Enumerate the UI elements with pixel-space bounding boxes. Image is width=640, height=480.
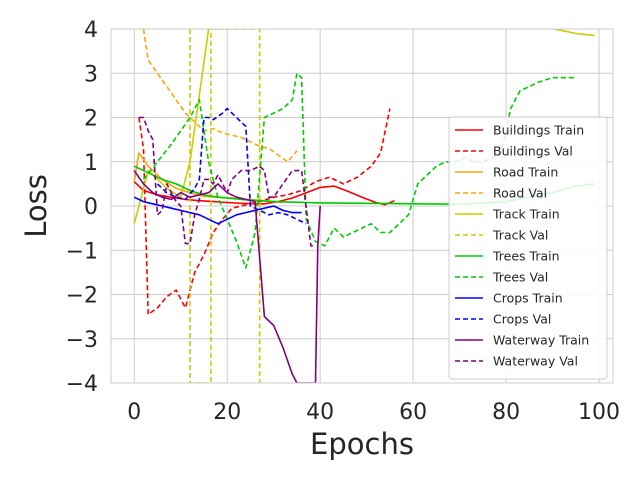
x-tick-label: 0	[127, 400, 141, 425]
legend-box	[448, 116, 608, 380]
y-tick-label: 3	[84, 62, 98, 87]
road-val-line	[142, 29, 298, 163]
track-val-line	[189, 29, 261, 383]
legend-label: Trees Train	[492, 249, 560, 264]
x-tick-label: 60	[399, 400, 427, 425]
legend: Buildings Train Buildings Val Road Train Ro…	[448, 116, 608, 380]
waterway-train-line	[133, 170, 321, 383]
legend-label: Waterway Val	[493, 354, 578, 369]
y-tick-label: −4	[66, 372, 98, 397]
buildings-train-line	[133, 181, 395, 206]
legend-label: Track Train	[492, 207, 560, 222]
legend-label: Waterway Train	[493, 333, 589, 348]
plot-frame	[110, 28, 614, 384]
x-tick-label: 40	[306, 400, 334, 425]
x-tick-label: 20	[213, 400, 241, 425]
y-tick-label: 2	[84, 107, 98, 132]
legend-label: Road Val	[493, 186, 547, 201]
y-tick-label: 0	[84, 195, 98, 220]
legend-label: Buildings Train	[493, 123, 584, 138]
legend-label: Crops Val	[493, 312, 551, 327]
y-tick-label: 4	[84, 18, 98, 43]
buildings-val-line	[138, 108, 391, 316]
y-tick-label: −3	[66, 328, 98, 353]
waterway-val-line	[138, 116, 316, 247]
y-axis-ticks: −4 −3 −2 −1 0 1 2 3 4	[66, 18, 98, 397]
y-tick-label: −2	[66, 284, 98, 309]
x-axis-ticks: 0 20 40 60 80 100	[127, 400, 620, 425]
y-axis-label: Loss	[19, 174, 53, 238]
legend-label: Trees Val	[492, 270, 548, 285]
x-tick-label: 100	[578, 400, 620, 425]
y-tick-label: −1	[66, 239, 98, 264]
legend-label: Crops Train	[493, 291, 563, 306]
x-tick-label: 80	[492, 400, 520, 425]
y-tick-label: 1	[84, 151, 98, 176]
legend-label: Road Train	[493, 165, 558, 180]
x-axis-label: Epochs	[310, 427, 414, 461]
legend-label: Buildings Val	[493, 144, 573, 159]
legend-label: Track Val	[492, 228, 548, 243]
